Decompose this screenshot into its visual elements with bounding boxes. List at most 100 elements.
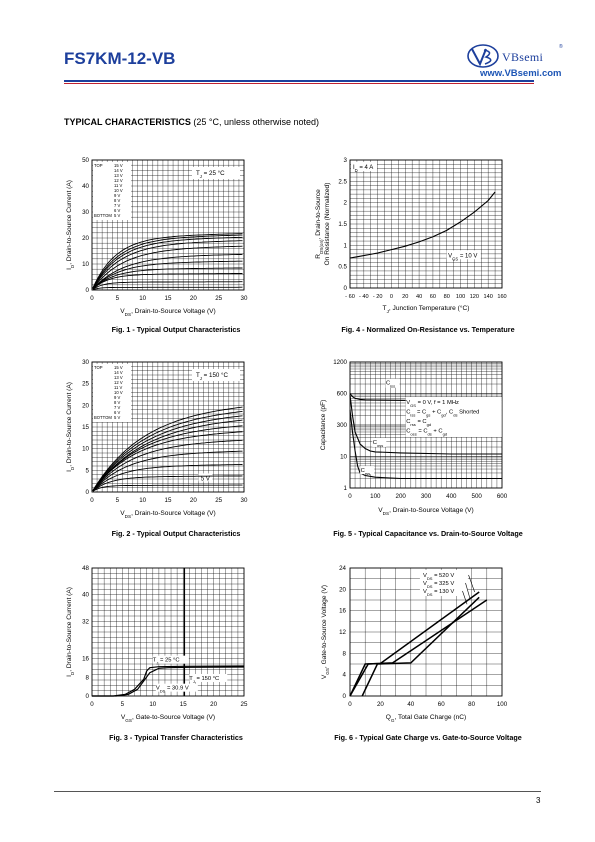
legend-background: [93, 364, 131, 422]
y-tick-label: 0.5: [338, 264, 347, 271]
output-curve: [92, 410, 243, 491]
x-tick-label: 5: [121, 701, 125, 708]
annotation-leader: [465, 582, 471, 600]
annotation-leader: [468, 574, 475, 593]
y-tick-label: 0: [343, 693, 347, 700]
legend-bottom-label: BOTTOM: [94, 213, 112, 218]
y-tick-label: 10: [340, 454, 347, 461]
annotation-leader: [462, 590, 468, 605]
fig6-caption: Fig. 6 - Typical Gate Charge vs. Gate-to…: [334, 733, 522, 742]
x-tick-label: 40: [416, 294, 422, 300]
fig6-gate-charge-chart: 0 20 40 60 80 100 0 4 8 12 16 20 24 QG, Total Gate Ch…: [321, 565, 508, 723]
output-curve: [92, 450, 243, 492]
x-tick-label: 25: [241, 701, 248, 708]
x-axis-label: VGS, Gate-to-Source Voltage (V): [121, 714, 215, 723]
fig3-caption: Fig. 3 - Typical Transfer Characteristic…: [109, 733, 243, 742]
x-tick-label: 15: [165, 295, 172, 302]
y-tick-label: 0: [344, 285, 348, 292]
fig4-on-resistance-chart: - 60 - 40 - 20 0 20 40 60 80 100 120 140 160 0 0.5 1 1.…: [315, 157, 507, 314]
output-curve: [92, 484, 243, 492]
website-link[interactable]: www.VBsemi.com: [480, 68, 562, 79]
legend-entry: 11 V: [114, 385, 123, 390]
ciss-label: Ciss: [386, 381, 395, 389]
output-curve: [92, 234, 243, 289]
coss-label: Coss: [373, 440, 384, 448]
x-tick-label: 0: [90, 295, 94, 302]
fig5-capacitance-chart: 0 100 200 300 400 500 600 1 10 300 600 1200 VDS, Dra…: [320, 359, 508, 516]
x-tick-label: 80: [444, 294, 450, 300]
y-tick-label: 1.5: [338, 221, 347, 228]
y-tick-label: 30: [82, 209, 89, 216]
x-tick-label: 5: [116, 295, 120, 302]
x-tick-label: 0: [348, 701, 352, 708]
x-tick-label: 40: [407, 701, 414, 708]
x-tick-label: 100: [497, 701, 508, 708]
curve-label-5v: 5 V: [201, 477, 210, 483]
annotation-background: [192, 369, 240, 381]
output-curve: [92, 273, 243, 290]
capacitance-legend-entry: Ciss = Cgs + Cgd, Cds Shorted: [406, 410, 479, 418]
y-axis-label-line2: On Resistance (Normalized): [324, 183, 331, 266]
annotation-background: [155, 683, 198, 692]
footer-rule: [54, 791, 541, 792]
fig2-output-characteristics-chart: 0 5 10 15 20 25 30 0 5 10 15 20 25 30 VDS, Drain-to-So…: [66, 359, 248, 519]
x-tick-label: 15: [165, 497, 172, 504]
output-curve: [92, 464, 243, 492]
legend-entry: 7 V: [114, 405, 120, 410]
fig5-caption: Fig. 5 - Typical Capacitance vs. Drain-t…: [333, 529, 523, 538]
output-curve: [92, 260, 243, 290]
legend-entry: 14 V: [114, 370, 123, 375]
crss-label: Crss: [361, 468, 371, 476]
fig4-caption: Fig. 4 - Normalized On-Resistance vs. Te…: [341, 325, 515, 334]
y-tick-label: 8: [86, 674, 90, 681]
section-title-bold: TYPICAL CHARACTERISTICS: [64, 117, 191, 127]
fig2-caption: Fig. 2 - Typical Output Characteristics: [111, 529, 241, 538]
logo-text: VBsemi: [502, 50, 544, 64]
output-curve: [92, 267, 243, 290]
fig1-output-characteristics-chart: 0 5 10 15 20 25 30 0 10 20 30 40 50 VDS, Drain-to-Sou…: [66, 157, 248, 317]
gate-charge-curve: [349, 591, 480, 697]
id-annotation: ID = 4 A: [353, 165, 373, 173]
plot-frame: [349, 361, 503, 489]
tj-25-annotation: TJ = 25 °C: [153, 658, 180, 666]
annotation-background: [446, 250, 481, 260]
y-tick-label: 10: [82, 261, 89, 268]
legend-entry: 11 V: [114, 183, 123, 188]
x-tick-label: 30: [241, 295, 248, 302]
capacitance-curve: [349, 409, 502, 480]
x-axis-label: VDS, Drain-to-Source Voltage (V): [120, 510, 215, 519]
section-title-rest: (25 °C, unless otherwise noted): [190, 117, 320, 127]
annotation-background: [192, 167, 240, 179]
x-axis-label: TJ, Junction Temperature (°C): [383, 304, 470, 314]
y-tick-label: 300: [337, 422, 348, 429]
legend-entry: 9 V: [114, 395, 120, 400]
vds-label: VDS = 520 V: [423, 573, 454, 581]
y-axis-label: ID, Drain-to-Source Current (A): [66, 382, 75, 472]
y-tick-label: 1: [344, 242, 348, 249]
legend-top-label: TOP: [94, 163, 103, 168]
legend-background: [405, 397, 502, 437]
y-tick-label: 16: [339, 608, 346, 615]
x-tick-label: 60: [430, 294, 436, 300]
page-number: 3: [536, 796, 541, 805]
vds-label: VDS = 130 V: [423, 589, 454, 597]
legend-bottom-label: BOTTOM: [94, 415, 112, 420]
section-title: TYPICAL CHARACTERISTICS (25 °C, unless o…: [64, 117, 319, 127]
y-axis-label: ID, Drain-to-Source Current (A): [66, 180, 75, 270]
legend-entry: 14 V: [114, 168, 123, 173]
vds-annotation: VDS = 30.9 V: [156, 686, 189, 694]
y-axis-label: RDS(on), Drain-to-Source: [315, 189, 324, 259]
gate-charge-curve: [361, 596, 480, 697]
x-tick-label: 0: [348, 493, 352, 500]
x-tick-label: 20: [190, 295, 197, 302]
y-axis-label: ID, Drain-to-Source Current (A): [66, 587, 75, 677]
x-tick-label: - 40: [359, 294, 369, 300]
legend-entry: 5 V: [114, 415, 120, 420]
fig3-transfer-characteristics-chart: 0 5 10 15 20 25 0 8 16 32 40 48 VGS, Gate-to-Source …: [66, 565, 248, 723]
y-tick-label: 0: [86, 287, 90, 294]
y-tick-label: 48: [82, 565, 89, 572]
annotation-background: [360, 466, 375, 475]
annotation-background: [198, 473, 213, 482]
capacitance-legend-entry: Crss = Cgd: [406, 419, 431, 427]
y-tick-label: 20: [82, 402, 89, 409]
